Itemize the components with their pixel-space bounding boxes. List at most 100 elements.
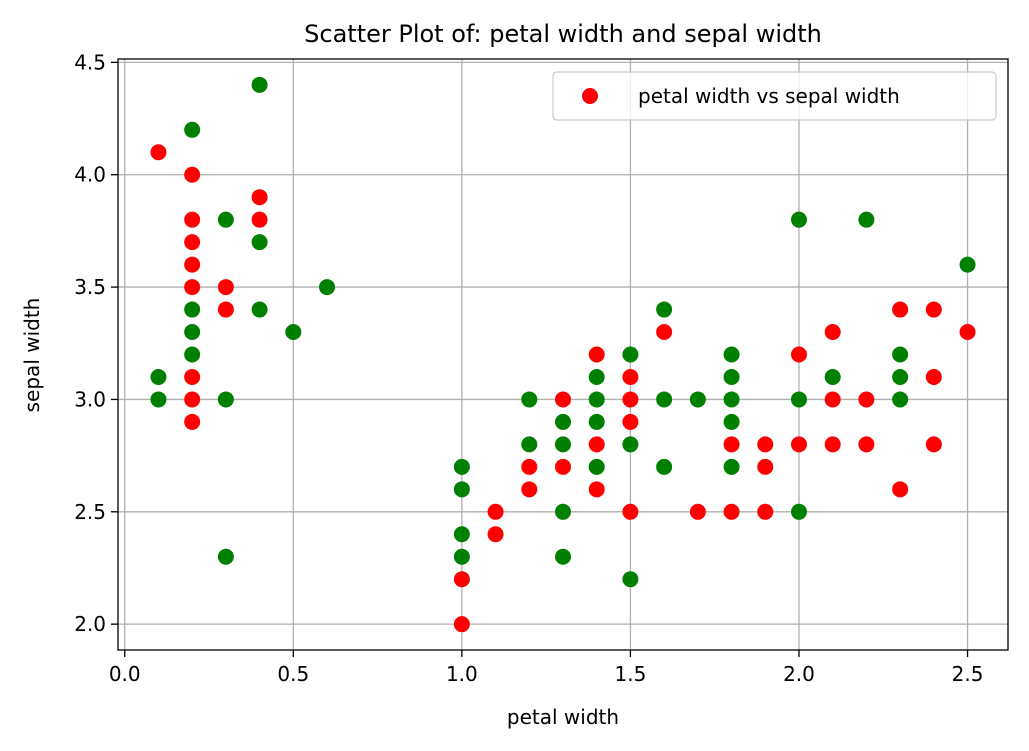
x-axis-label: petal width (507, 705, 619, 729)
red-point (925, 436, 942, 453)
green-point (588, 391, 605, 408)
green-point (622, 571, 639, 588)
green-point (217, 211, 234, 228)
red-point (184, 413, 201, 430)
green-point (892, 346, 909, 363)
x-tick-label: 2.5 (952, 662, 984, 686)
red-point (689, 503, 706, 520)
red-point (184, 391, 201, 408)
y-tick-label: 3.0 (74, 387, 106, 411)
green-point (858, 211, 875, 228)
red-point (892, 301, 909, 318)
green-point (453, 481, 470, 498)
green-point (319, 279, 336, 296)
red-point (588, 346, 605, 363)
green-point (723, 413, 740, 430)
red-point (622, 503, 639, 520)
x-tick-label: 0.5 (277, 662, 309, 686)
green-point (689, 391, 706, 408)
green-point (959, 256, 976, 273)
plot-area-frame (117, 58, 1009, 651)
red-point (217, 301, 234, 318)
red-point (251, 211, 268, 228)
red-point (588, 436, 605, 453)
red-point (184, 234, 201, 251)
green-point (723, 346, 740, 363)
green-point (251, 76, 268, 93)
red-point (453, 616, 470, 633)
red-point (150, 144, 167, 161)
green-point (217, 548, 234, 565)
green-point (555, 503, 571, 520)
green-point (622, 436, 639, 453)
red-point (757, 436, 774, 453)
red-point (723, 436, 740, 453)
red-point (858, 436, 875, 453)
legend-entry-label: petal width vs sepal width (638, 84, 900, 108)
green-point (184, 324, 201, 341)
red-point (824, 436, 841, 453)
green-point (555, 548, 571, 565)
green-point (790, 211, 807, 228)
green-point (588, 413, 605, 430)
red-point (790, 436, 807, 453)
green-point (588, 458, 605, 475)
axis-ticks: 0.0 0.5 1.0 1.5 2.0 2.5 2.0 2.5 3.0 3.5 4.0 4.5 (74, 50, 983, 686)
x-tick-label: 2.0 (783, 662, 815, 686)
red-point (790, 346, 807, 363)
green-point (453, 458, 470, 475)
data-points (150, 76, 976, 633)
green-point (723, 391, 740, 408)
x-tick-label: 0.0 (109, 662, 141, 686)
red-point (184, 368, 201, 385)
red-point (622, 391, 639, 408)
green-point (251, 234, 268, 251)
green-point (453, 548, 470, 565)
y-tick-label: 4.0 (74, 163, 106, 187)
red-point (757, 458, 774, 475)
red-point (555, 458, 571, 475)
legend-marker (582, 88, 598, 104)
red-point (925, 368, 942, 385)
red-point (251, 189, 268, 206)
grid-lines (118, 59, 1008, 650)
green-point (184, 121, 201, 138)
green-point (622, 346, 639, 363)
red-point (622, 413, 639, 430)
green-point (521, 436, 538, 453)
green-point (184, 301, 201, 318)
green-point (150, 391, 167, 408)
green-point (723, 458, 740, 475)
green-point (555, 436, 571, 453)
red-point (184, 166, 201, 183)
red-point (184, 279, 201, 296)
red-point (622, 368, 639, 385)
green-point (656, 458, 673, 475)
green-point (656, 301, 673, 318)
green-point (217, 391, 234, 408)
green-point (521, 391, 538, 408)
red-point (824, 324, 841, 341)
chart-title: Scatter Plot of: petal width and sepal w… (304, 20, 822, 48)
green-point (555, 413, 571, 430)
legend-box (552, 71, 997, 121)
red-point (184, 256, 201, 273)
red-point (217, 279, 234, 296)
x-tick-label: 1.0 (446, 662, 478, 686)
green-point (588, 368, 605, 385)
red-point (757, 503, 774, 520)
red-point (925, 301, 942, 318)
y-tick-label: 2.0 (74, 612, 106, 636)
green-point (892, 391, 909, 408)
y-tick-label: 4.5 (74, 50, 106, 74)
green-point (453, 526, 470, 543)
red-point (521, 458, 538, 475)
red-point (824, 391, 841, 408)
red-point (858, 391, 875, 408)
green-point (184, 346, 201, 363)
y-tick-label: 2.5 (74, 500, 106, 524)
green-point (285, 324, 302, 341)
red-point (487, 503, 504, 520)
